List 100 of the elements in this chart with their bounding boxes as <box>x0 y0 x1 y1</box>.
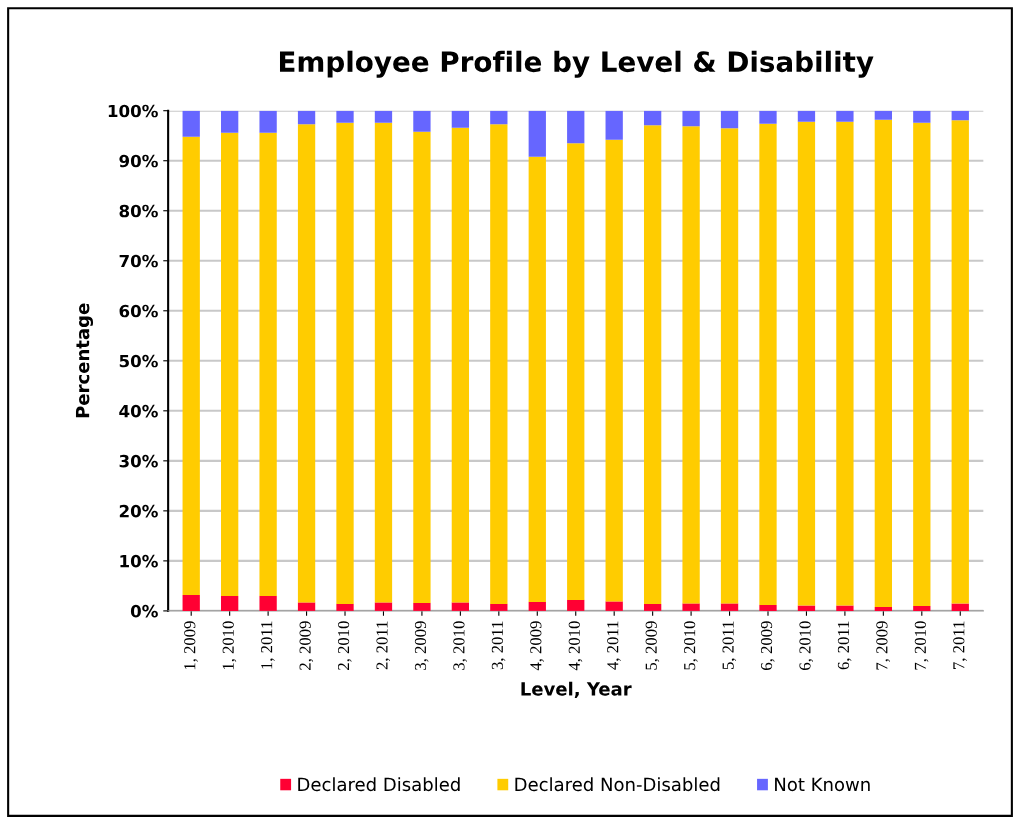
x-axis-title: Level, Year <box>521 681 632 699</box>
bar <box>720 603 739 611</box>
y-tick-label: 30% <box>119 454 158 468</box>
legend-label: Declared Non-Disabled <box>515 777 720 792</box>
bar <box>605 110 623 140</box>
bar <box>528 156 546 602</box>
bar <box>490 603 508 611</box>
bar <box>528 601 546 611</box>
bar <box>951 110 969 121</box>
bar <box>567 110 585 144</box>
x-tick-label: 1, 2010 <box>222 621 237 670</box>
x-tick-label: 7, 2010 <box>914 621 929 670</box>
bar <box>374 122 393 603</box>
bar <box>451 110 470 128</box>
bar <box>643 125 662 604</box>
x-tick-label: 4, 2011 <box>607 621 621 670</box>
bar <box>874 606 893 611</box>
bar <box>605 139 623 602</box>
x-tick-label: 2, 2011 <box>376 621 391 670</box>
y-tick-label: 60% <box>119 304 158 318</box>
bar <box>913 122 931 606</box>
x-tick-label: 2, 2009 <box>299 621 314 670</box>
bar <box>836 110 854 122</box>
x-tick-label: 5, 2011 <box>722 621 737 670</box>
bar <box>759 604 777 611</box>
bar <box>182 594 200 611</box>
bar <box>797 110 816 122</box>
bar <box>874 110 893 120</box>
bar <box>451 602 470 611</box>
bar <box>682 126 700 604</box>
chart-title: Employee Profile by Level & Disability <box>279 50 874 78</box>
bar <box>797 605 816 611</box>
bar <box>720 128 739 604</box>
y-tick-label: 70% <box>119 254 158 268</box>
y-tick-label: 40% <box>119 404 158 418</box>
y-tick-label: 90% <box>119 154 158 168</box>
bar <box>259 595 277 611</box>
bar <box>682 110 700 127</box>
bar <box>259 110 277 133</box>
bar <box>221 110 239 133</box>
bar <box>490 124 508 604</box>
y-tick-label: 20% <box>119 504 158 518</box>
x-tick-label: 7, 2011 <box>953 621 967 669</box>
x-tick-label: 3, 2010 <box>453 621 467 670</box>
x-tick-label: 6, 2010 <box>799 621 814 670</box>
y-tick-label: 10% <box>120 554 158 568</box>
bar <box>605 601 623 611</box>
bar <box>643 110 662 126</box>
x-tick-label: 6, 2011 <box>837 621 852 670</box>
bar <box>528 110 546 157</box>
bar <box>221 595 239 611</box>
x-tick-label: 3, 2011 <box>491 621 506 670</box>
bar <box>682 603 700 611</box>
bar <box>259 132 277 596</box>
bar <box>451 127 470 603</box>
bar <box>874 119 893 607</box>
x-tick-label: 1, 2009 <box>184 621 198 670</box>
bar <box>720 110 739 129</box>
x-tick-label: 7, 2009 <box>876 621 890 670</box>
bar <box>297 110 316 125</box>
bar <box>913 110 931 123</box>
y-axis-title: Percentage <box>75 303 94 418</box>
x-tick-label: 2, 2010 <box>337 621 352 670</box>
bar <box>567 599 585 611</box>
bar <box>567 143 585 600</box>
x-tick-label: 4, 2010 <box>568 621 583 671</box>
bar <box>836 121 854 606</box>
bar <box>413 131 431 603</box>
bar <box>759 123 777 605</box>
bar <box>374 602 393 611</box>
x-tick-label: 5, 2009 <box>645 621 660 670</box>
y-tick-label: 80% <box>119 204 158 218</box>
bar <box>836 605 854 611</box>
bar <box>951 120 969 604</box>
bar <box>297 602 316 611</box>
x-tick-label: 1, 2011 <box>261 621 275 669</box>
bar <box>413 602 431 611</box>
x-tick-label: 6, 2009 <box>760 621 775 670</box>
bar <box>336 603 354 611</box>
bar <box>336 110 354 123</box>
bar <box>336 122 354 604</box>
bar <box>490 110 508 125</box>
bar <box>413 110 431 132</box>
bar <box>221 132 239 596</box>
bar <box>374 110 393 123</box>
bar <box>182 136 200 595</box>
bar <box>913 605 931 611</box>
bar <box>297 124 316 603</box>
bar <box>797 121 816 606</box>
legend-label: Not Known <box>775 777 870 792</box>
x-tick-label: 5, 2010 <box>684 621 698 670</box>
x-tick-label: 4, 2009 <box>530 621 544 671</box>
y-tick-label: 50% <box>119 354 158 368</box>
bar <box>182 110 200 137</box>
y-tick-label: 0% <box>130 604 158 618</box>
bar <box>951 603 969 611</box>
y-tick-label: 100% <box>108 104 158 118</box>
x-tick-label: 3, 2009 <box>414 621 429 670</box>
bar <box>643 603 662 611</box>
bar <box>759 110 777 124</box>
